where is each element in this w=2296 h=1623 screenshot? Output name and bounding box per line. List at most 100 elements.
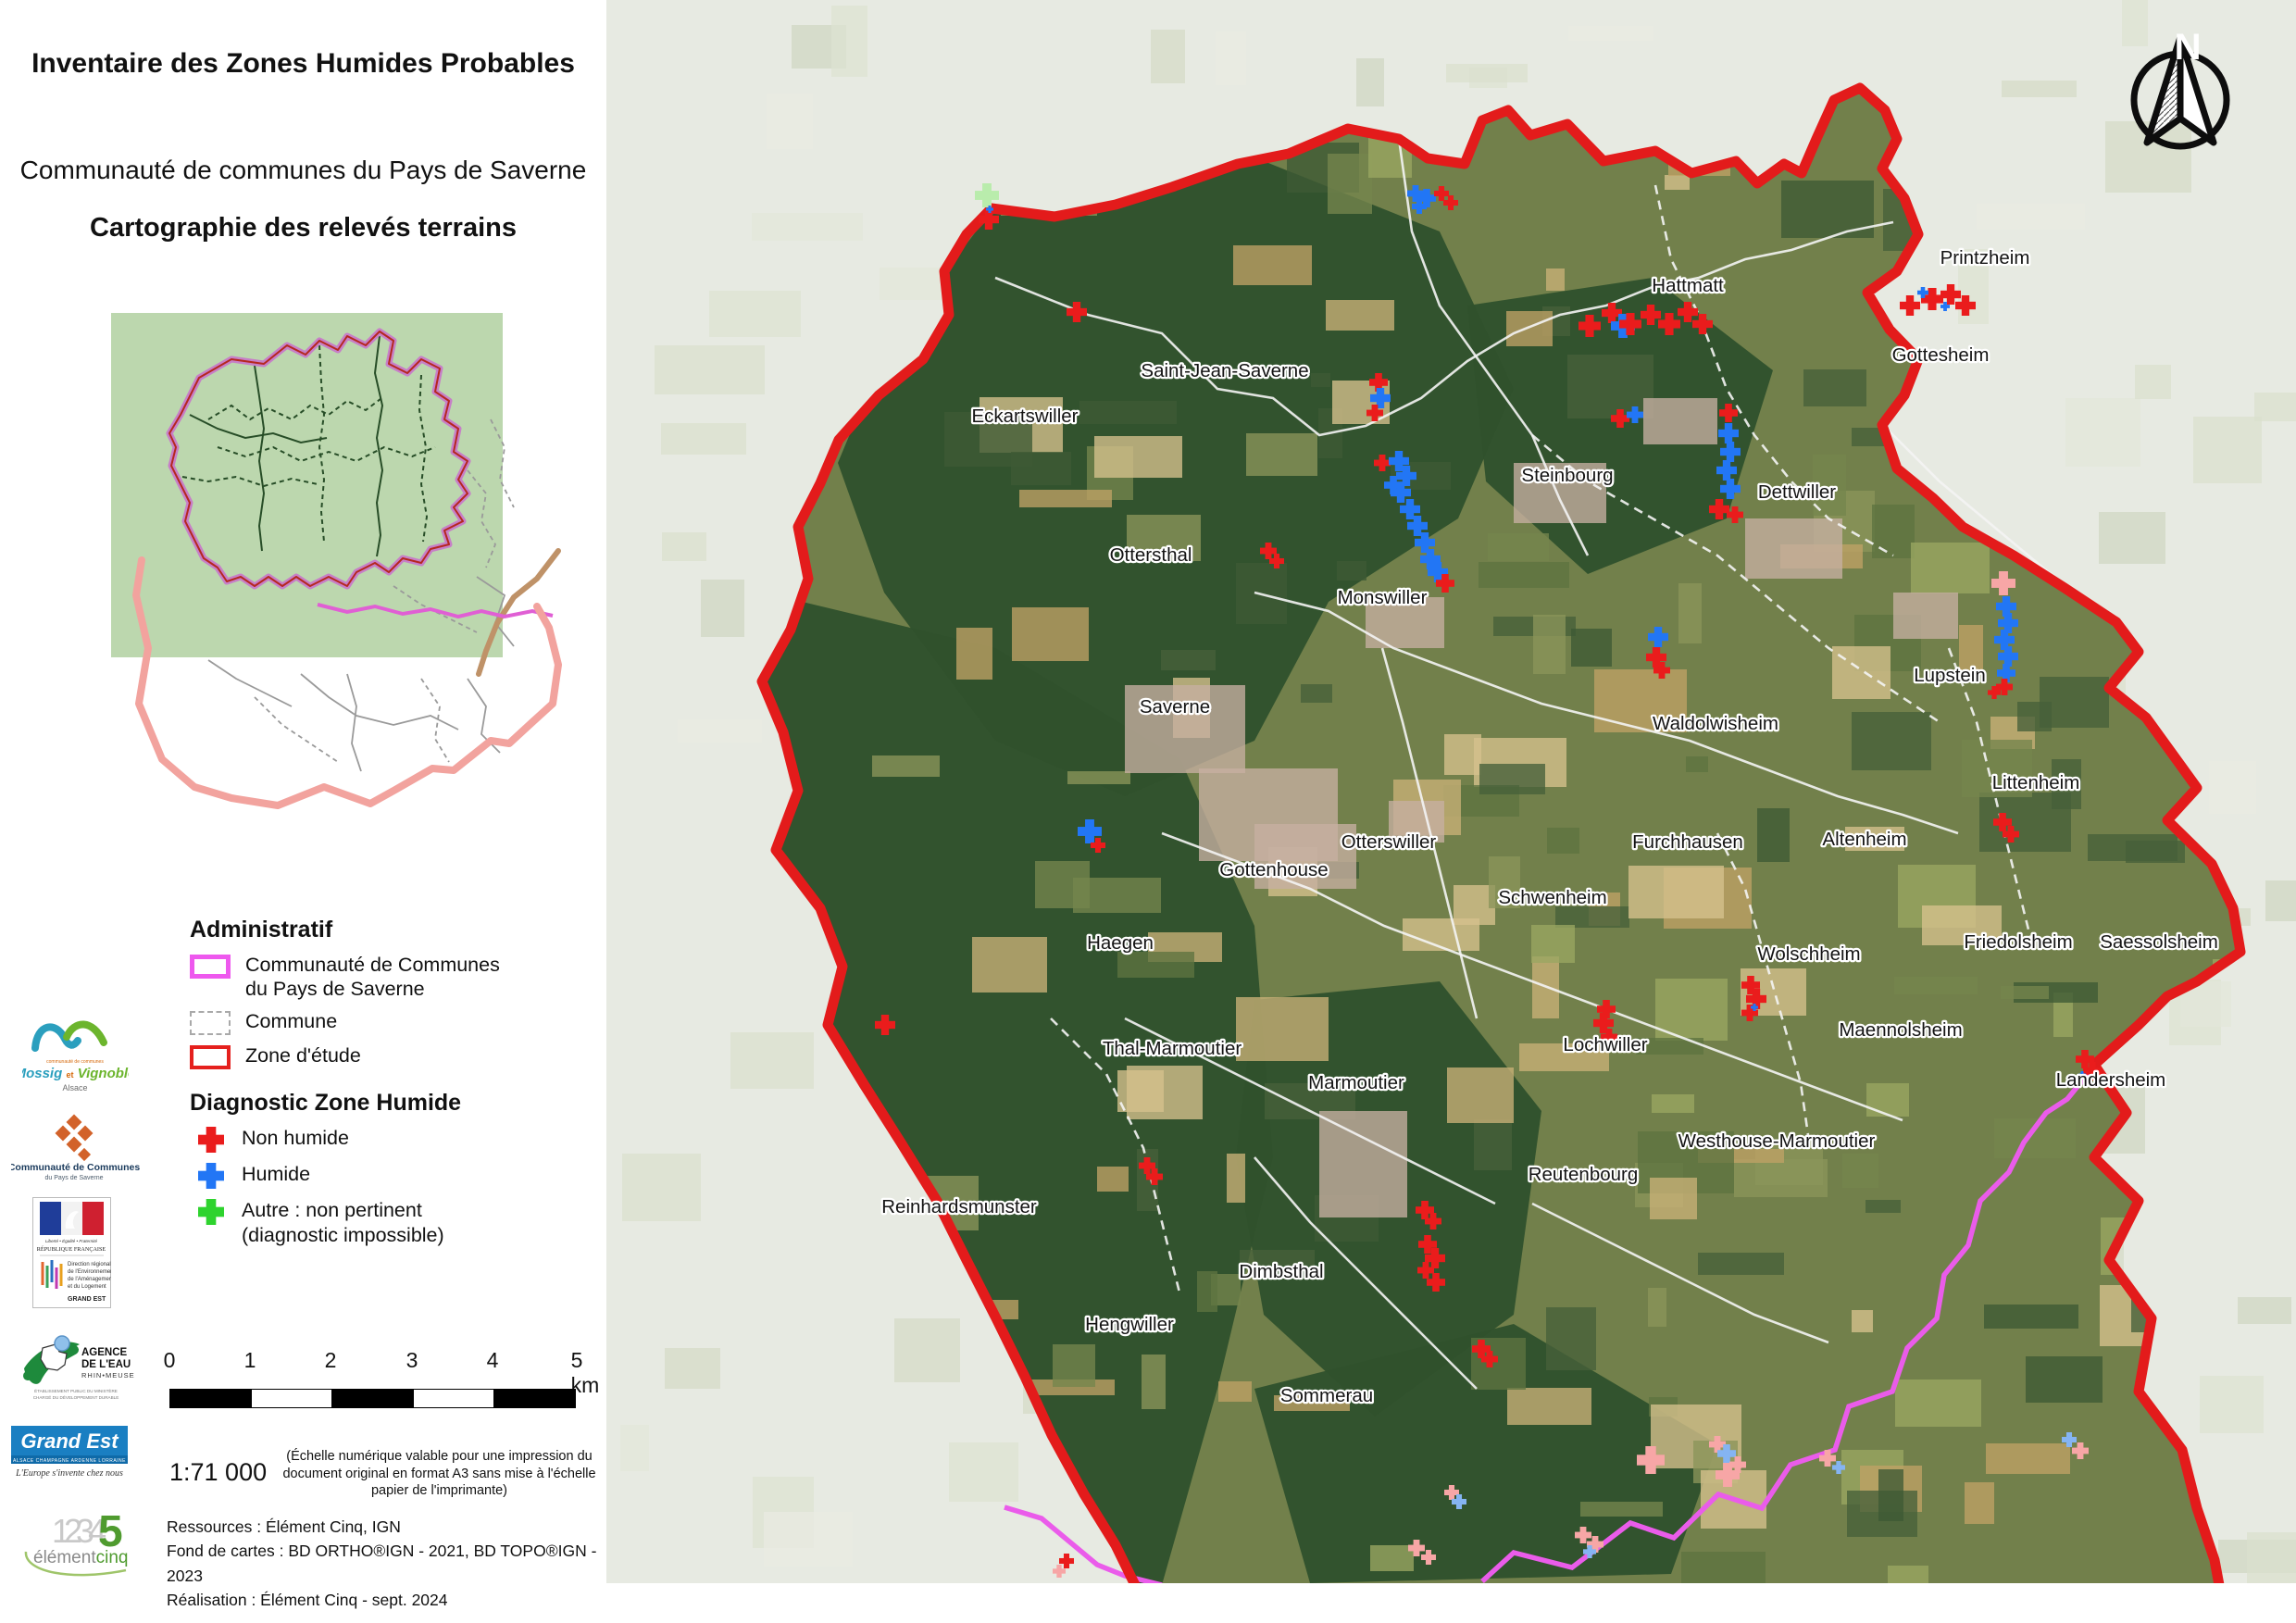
- marker-non-humide: [1597, 1000, 1616, 1018]
- commune-boundary: [1254, 591, 1959, 835]
- commune-boundary-swatch: [190, 1011, 231, 1036]
- commune-label: Altenheim: [1822, 829, 1906, 850]
- commune-label: Westhouse-Marmoutier: [1678, 1130, 1876, 1152]
- marker-humide: [1400, 499, 1420, 519]
- commune-label: Maennolsheim: [1839, 1019, 1962, 1041]
- marker-humide: [1648, 627, 1668, 647]
- marker-non-humide: [1678, 302, 1698, 322]
- marker-humide: [1384, 476, 1403, 494]
- humide-cross-icon: [198, 1163, 224, 1190]
- legend-item-humide: Humide: [190, 1162, 588, 1190]
- marker-humide: [2078, 1071, 2086, 1079]
- marker-humide: [1716, 460, 1737, 481]
- marker-humide: [1720, 442, 1741, 462]
- commune-label: Schwenheim: [1498, 887, 1606, 908]
- map-canvas[interactable]: Hattmatt Printzheim Gottesheim Saint-Jean-S…: [606, 0, 2296, 1609]
- commune-label: Gottesheim: [1892, 344, 1990, 366]
- marker-non-humide-faded: [2072, 1442, 2089, 1459]
- urban-area: [1514, 463, 1606, 523]
- commune-boundary: [994, 220, 1894, 437]
- inset-overview-map: [111, 313, 562, 809]
- north-label: N: [2175, 27, 2202, 68]
- marker-humide: [1407, 185, 1424, 202]
- marker-humide: [1407, 516, 1428, 536]
- dreal-grand-est-logo: Liberté • Égalité • Fraternité RÉPUBLIQU…: [32, 1197, 111, 1308]
- marker-non-humide: [1921, 288, 1943, 310]
- marker-non-humide: [1692, 314, 1713, 334]
- marker-non-humide: [1653, 662, 1670, 679]
- commune-label: Wolschheim: [1757, 943, 1860, 965]
- marker-non-humide: [1993, 813, 2012, 831]
- commune-label: Waldolwisheim: [1653, 713, 1778, 734]
- marker-humide: [1412, 199, 1427, 214]
- svg-text:GRAND EST: GRAND EST: [68, 1296, 106, 1303]
- cc-boundary-swatch: [190, 955, 231, 979]
- commune-label: Hengwiller: [1085, 1314, 1174, 1335]
- marker-humide: [1751, 1004, 1758, 1011]
- commune-boundary: [1161, 831, 1903, 1122]
- marker-non-humide: [1719, 404, 1738, 422]
- marker-humide-faded: [1832, 1461, 1845, 1474]
- svg-text:Liberté • Égalité • Fraternité: Liberté • Égalité • Fraternité: [45, 1238, 98, 1243]
- inset-neighbor-boundary: [132, 556, 562, 809]
- commune-boundary: [1380, 647, 1479, 1019]
- commune-label: Eckartswiller: [971, 406, 1078, 427]
- marker-non-humide: [1988, 686, 2001, 699]
- marker-non-humide-faded: [1729, 1456, 1746, 1473]
- marker-non-humide: [1593, 1013, 1614, 1033]
- marker-non-humide: [2003, 826, 2019, 843]
- satellite-map: Hattmatt Printzheim Gottesheim Saint-Jean-S…: [606, 0, 2296, 1609]
- svg-text:AGENCE: AGENCE: [81, 1347, 128, 1358]
- marker-non-humide: [1434, 186, 1449, 201]
- marker-humide-faded: [2062, 1432, 2077, 1447]
- commune-label: Otterswiller: [1341, 831, 1437, 853]
- urban-area: [1125, 685, 1245, 773]
- svg-text:de l'Environnement,: de l'Environnement,: [68, 1269, 111, 1275]
- commune-label: Reinhardsmunster: [881, 1196, 1037, 1217]
- legend-cross: [198, 1199, 224, 1226]
- marker-humide: [1998, 646, 2018, 667]
- svg-text:DE L'EAU: DE L'EAU: [81, 1359, 131, 1370]
- marker-non-humide: [1146, 1168, 1163, 1185]
- marker-non-humide: [979, 209, 999, 230]
- urban-area: [1389, 801, 1444, 843]
- commune-label: Monswiller: [1338, 587, 1428, 608]
- marker-humide: [1720, 479, 1741, 499]
- svg-text:RÉPUBLIQUE FRANÇAISE: RÉPUBLIQUE FRANÇAISE: [37, 1245, 106, 1253]
- commune-label: Marmoutier: [1308, 1072, 1404, 1093]
- marker-non-humide-faded: [1819, 1450, 1836, 1467]
- grand-est-logo: Grand Est ALSACE CHAMPAGNE ARDENNE LORRA…: [11, 1426, 128, 1479]
- marker-non-humide-faded: [1421, 1550, 1436, 1565]
- layout-panel: Inventaire des Zones Humides Probables C…: [0, 0, 606, 1623]
- legend-item-non-humide: Non humide: [190, 1126, 588, 1154]
- commune-boundary: [1531, 434, 1940, 724]
- credits: Ressources : Élément Cinq, IGN Fond de c…: [167, 1517, 597, 1609]
- commune-label: Reutenbourg: [1529, 1164, 1639, 1185]
- zone-etude-swatch: [190, 1045, 231, 1070]
- legend-item-label: Autre : non pertinent (diagnostic imposs…: [242, 1199, 444, 1246]
- scale-ticks: 0 1 2 3 4 5 km: [163, 1348, 600, 1397]
- legend-item-cc: Communauté de Communes du Pays de Savern…: [190, 953, 588, 1001]
- legend-cross: [198, 1163, 224, 1190]
- inset-region: [111, 313, 503, 657]
- commune-label: Haegen: [1087, 932, 1154, 954]
- north-arrow: N: [2130, 27, 2230, 150]
- marker-non-humide: [1996, 679, 2013, 695]
- urban-area: [1643, 398, 1717, 444]
- marker-non-humide: [1658, 313, 1680, 335]
- agence-eau-rhin-meuse-logo: AGENCE DE L'EAU RHIN•MEUSE ÉTABLISSEMENT…: [23, 1335, 134, 1400]
- marker-non-humide: [1139, 1157, 1155, 1174]
- marker-non-humide-faded: [1575, 1527, 1591, 1543]
- commune-label: Thal-Marmoutier: [1103, 1038, 1242, 1059]
- marker-non-humide: [1602, 303, 1622, 323]
- marker-non-humide: [1900, 295, 1920, 316]
- commune-boundary: [1254, 1156, 1478, 1390]
- marker-non-humide: [1418, 1235, 1437, 1254]
- marker-non-humide: [1619, 313, 1641, 335]
- commune-label: Saint-Jean-Saverne: [1141, 360, 1308, 381]
- marker-humide: [1370, 388, 1391, 408]
- marker-non-humide: [1427, 1273, 1445, 1292]
- svg-text:ALSACE CHAMPAGNE ARDENNE LORRA: ALSACE CHAMPAGNE ARDENNE LORRAINE: [13, 1458, 126, 1464]
- page-subtitle: Communauté de communes du Pays de Savern…: [19, 156, 587, 184]
- marker-non-humide: [1425, 1213, 1441, 1230]
